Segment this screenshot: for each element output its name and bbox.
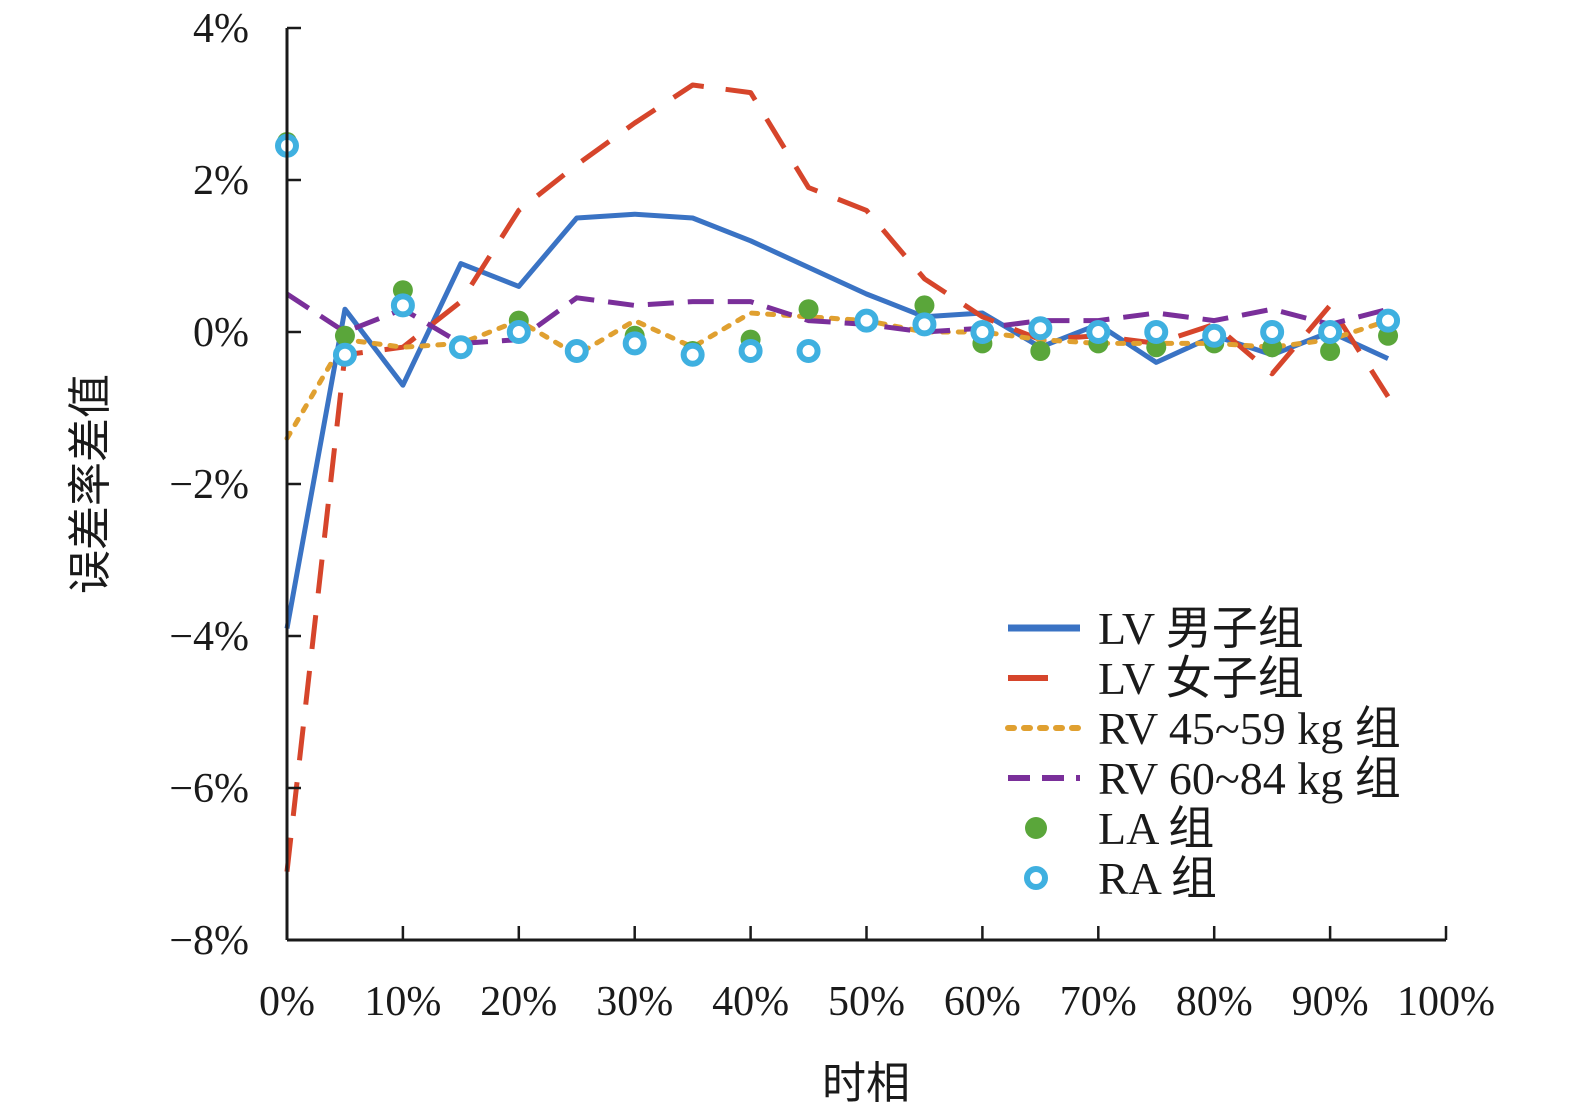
data-point-la bbox=[798, 299, 819, 320]
data-point-ra bbox=[680, 342, 705, 367]
legend-label: LA 组 bbox=[1098, 803, 1214, 854]
y-tick-label: −6% bbox=[169, 766, 249, 812]
data-point-ra bbox=[332, 342, 357, 367]
data-point-ra bbox=[622, 331, 647, 356]
data-point-ra bbox=[1028, 316, 1053, 341]
series-4 bbox=[277, 132, 1399, 361]
legend-label: LV 男子组 bbox=[1098, 603, 1304, 654]
x-tick-label: 60% bbox=[944, 979, 1021, 1025]
series-0 bbox=[284, 211, 1390, 629]
data-point-ra bbox=[1086, 320, 1111, 344]
x-axis-title: 时相 bbox=[822, 1058, 910, 1109]
data-point-ra bbox=[1376, 308, 1401, 333]
legend-item: LV 男子组 bbox=[1008, 603, 1304, 654]
legend-item: RA 组 bbox=[1024, 853, 1217, 904]
y-tick-label: 2% bbox=[193, 158, 249, 204]
data-point-ra bbox=[1260, 320, 1285, 344]
data-point-ra bbox=[796, 339, 821, 363]
data-point-ra bbox=[738, 339, 763, 363]
x-tick-label: 10% bbox=[364, 979, 441, 1025]
y-tick-label: 0% bbox=[193, 310, 249, 356]
x-tick-label: 20% bbox=[480, 979, 557, 1025]
y-tick-label: 4% bbox=[193, 6, 249, 52]
legend-item: RV 60~84 kg 组 bbox=[1008, 753, 1401, 804]
data-point-ra bbox=[564, 339, 589, 363]
legend-label: RA 组 bbox=[1098, 853, 1217, 904]
legend-item: LA 组 bbox=[1025, 803, 1214, 854]
legend-label: RV 60~84 kg 组 bbox=[1098, 753, 1401, 804]
y-tick-label: −8% bbox=[169, 918, 249, 964]
data-point-ra bbox=[1144, 320, 1169, 344]
data-point-ra bbox=[390, 293, 415, 318]
data-point-ra bbox=[506, 320, 531, 344]
x-tick-label: 90% bbox=[1292, 979, 1369, 1025]
series-1 bbox=[284, 82, 1391, 872]
legend-item: LV 女子组 bbox=[1008, 653, 1304, 704]
x-tick-label: 40% bbox=[712, 979, 789, 1025]
axis-ticks: 4%2%0%−2%−4%−6%−8%0% 10% 20% 30% 40% 50% 60% 70… bbox=[169, 6, 1495, 1025]
x-tick-label: 70% bbox=[1060, 979, 1137, 1025]
legend-item: RV 45~59 kg 组 bbox=[1005, 703, 1401, 754]
x-tick-label: 50% bbox=[828, 979, 905, 1025]
series-line bbox=[284, 211, 1390, 629]
data-point-ra bbox=[970, 320, 995, 344]
data-point-la bbox=[334, 325, 355, 346]
legend-label: RV 45~59 kg 组 bbox=[1098, 703, 1401, 754]
x-tick-label: 80% bbox=[1176, 979, 1253, 1025]
x-tick-label: 0% bbox=[259, 979, 315, 1025]
y-axis-title: 误差率差值 bbox=[65, 374, 116, 594]
y-tick-label: −2% bbox=[169, 462, 249, 508]
data-point-la bbox=[914, 295, 935, 316]
data-point-la bbox=[1320, 341, 1341, 361]
y-tick-label: −4% bbox=[169, 614, 249, 660]
x-tick-label: 30% bbox=[596, 979, 673, 1025]
legend-label: LV 女子组 bbox=[1098, 653, 1304, 704]
series-5 bbox=[275, 133, 1401, 367]
data-point-ra bbox=[854, 308, 879, 333]
data-point-ra bbox=[1202, 323, 1227, 348]
data-point-ra bbox=[448, 335, 473, 360]
legend-swatch bbox=[1025, 817, 1047, 839]
data-point-ra bbox=[912, 312, 937, 337]
series-line bbox=[284, 82, 1391, 872]
data-point-la bbox=[1030, 341, 1051, 361]
data-point-ra bbox=[1318, 320, 1343, 344]
x-tick-label: 100% bbox=[1397, 979, 1495, 1025]
legend-swatch bbox=[1024, 866, 1048, 890]
